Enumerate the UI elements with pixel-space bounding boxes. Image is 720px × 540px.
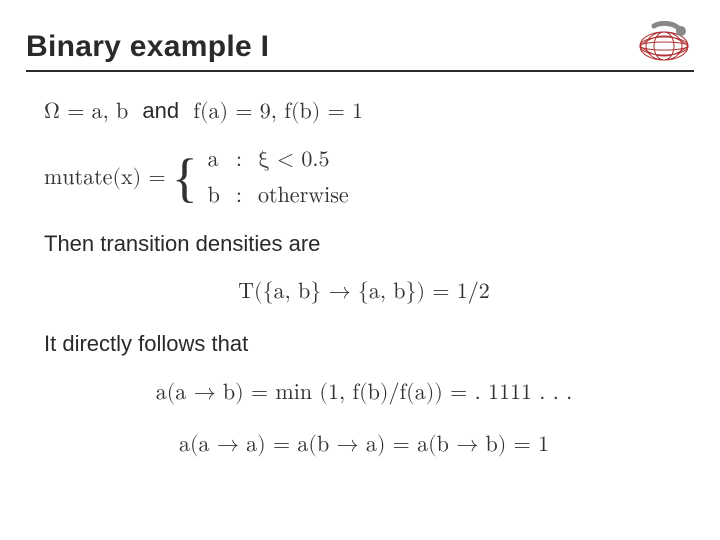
logo-icon (634, 18, 694, 64)
alpha-eq-1: a(a → b) = min (1, f(b)/f(a)) = . 1111 .… (44, 376, 684, 410)
slide-title: Binary example I (26, 30, 269, 64)
alpha-eq-2: a(a → a) = a(b → a) = a(b → b) = 1 (44, 428, 684, 462)
brace-icon: { (172, 157, 198, 200)
and-word: and (142, 98, 179, 123)
omega-line: Ω = a, b and f(a) = 9, f(b) = 1 (44, 94, 684, 129)
case1-colon: : (236, 143, 242, 177)
case1-val: a (208, 143, 220, 177)
omega-def: Ω = a, b (44, 101, 128, 123)
case2-cond: otherwise (258, 179, 349, 213)
mutate-lhs: mutate(x) = (44, 167, 166, 189)
f-values: f(a) = 9, f(b) = 1 (193, 101, 363, 123)
case2-colon: : (236, 179, 242, 213)
transition-eq: T({a, b} → {a, b}) = 1/2 (44, 275, 684, 309)
slide-header: Binary example I (26, 18, 694, 72)
slide-body: Ω = a, b and f(a) = 9, f(b) = 1 mutate(x… (26, 90, 694, 462)
then-text: Then transition densities are (44, 227, 684, 261)
mutate-piecewise: { a : ξ < 0.5 b : otherwise (172, 143, 349, 213)
mutate-cases: a : ξ < 0.5 b : otherwise (208, 143, 349, 213)
follows-text: It directly follows that (44, 327, 684, 361)
case2-val: b (208, 179, 220, 213)
mutate-line: mutate(x) = { a : ξ < 0.5 b : otherwise (44, 143, 684, 213)
case1-cond: ξ < 0.5 (258, 143, 349, 177)
slide: Binary example I Ω = a, b and f(a) = 9, … (0, 0, 720, 540)
